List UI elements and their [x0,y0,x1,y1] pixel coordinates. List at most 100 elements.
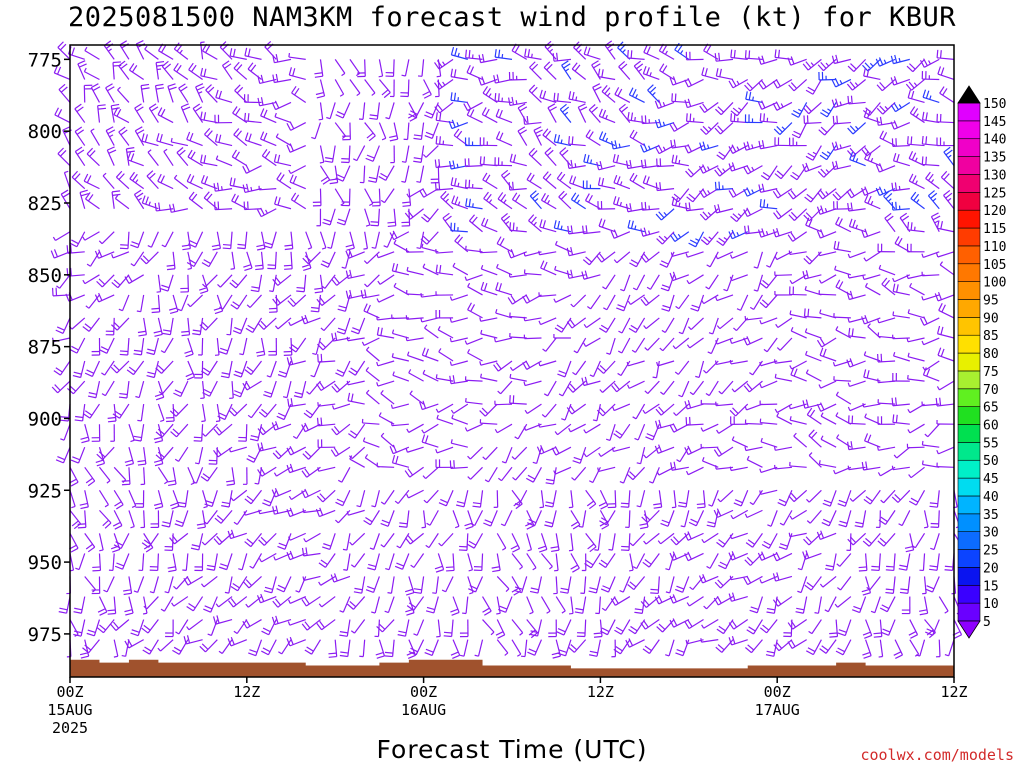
y-tick-label: 950 [28,552,62,574]
wind-barb [263,231,277,249]
wind-barb [788,250,807,256]
wind-barb [156,133,174,147]
wind-barb [653,490,663,509]
colorbar-swatch [957,102,981,122]
wind-barb [640,143,660,153]
chart-title: 2025081500 NAM3KM forecast wind profile … [67,2,957,33]
wind-barb [728,188,749,198]
wind-barb [79,189,89,209]
wind-barb [376,251,395,259]
wind-barb [922,367,940,382]
wind-barb [203,510,218,525]
wind-barb [464,376,483,382]
wind-barb [566,317,587,329]
wind-barb [777,490,793,507]
wind-barb [183,575,203,586]
wind-barb [385,102,395,120]
wind-barb [310,294,322,313]
wind-barb [713,446,734,457]
wind-barb [570,294,587,308]
wind-barb [124,447,135,467]
wind-barb [437,325,454,339]
wind-barb [744,446,763,452]
wind-barb [259,131,277,147]
wind-barb [529,61,542,80]
wind-barb [215,596,233,608]
wind-barb [680,510,690,528]
wind-barb [907,309,925,319]
wind-barb [517,103,528,123]
wind-barb [835,326,852,339]
colorbar-swatch [957,584,981,604]
wind-barb [82,274,100,285]
wind-barb [178,83,189,103]
wind-barb [479,248,498,254]
wind-barb [523,269,542,276]
wind-barb [660,380,675,395]
wind-barb [583,446,601,458]
wind-barb [348,423,366,439]
wind-barb [858,553,868,572]
wind-barb [685,165,704,178]
wind-barb [684,77,704,88]
wind-barb [441,576,454,593]
wind-barb [272,294,292,306]
wind-barb [787,188,808,200]
wind-barb [520,639,528,658]
wind-barb [846,188,866,199]
wind-barb [772,101,793,111]
wind-barb [923,510,929,529]
wind-barb [257,97,277,107]
wind-barb [371,188,381,207]
wind-barb [540,260,557,276]
wind-barb [479,137,498,147]
wind-barb [573,337,587,354]
wind-barb [83,173,100,190]
wind-barb [369,533,380,550]
colorbar: 5101520253035404550556065707580859095100… [957,85,1006,639]
wind-barb [452,510,460,529]
wind-barb [155,446,174,461]
wind-barb [731,380,749,393]
wind-barb [774,290,792,296]
colorbar-swatch [957,138,981,157]
x-tick-label: 12Z [233,683,260,701]
wind-barb [820,412,837,425]
wind-barb [233,61,248,80]
wind-barb [528,147,542,167]
wind-barb [83,67,100,81]
wind-barb [730,208,749,223]
wind-barb [107,596,117,615]
wind-barb [482,446,498,461]
wind-barb [597,201,616,210]
colorbar-min-arrow [957,620,981,639]
wind-barb [406,266,424,276]
wind-barb [570,553,580,573]
colorbar-swatch [957,602,981,622]
wind-barb [438,532,454,547]
wind-barb [154,83,165,103]
wind-barb [272,274,292,286]
wind-barb [396,533,410,549]
wind-barb [141,533,159,548]
wind-barb [496,236,513,253]
wind-barb [921,251,940,258]
wind-barb [186,173,203,190]
wind-barb [612,403,631,412]
wind-barb [435,264,454,276]
wind-barb [922,360,940,371]
wind-barb [224,576,233,594]
wind-barb [759,317,778,325]
wind-barb [670,251,689,257]
wind-barb [169,532,189,545]
wind-barb [314,59,324,78]
wind-barb [267,251,277,270]
wind-barb [788,208,808,221]
wind-barb [201,360,218,376]
wind-barb [306,380,321,395]
wind-barb [184,337,194,358]
colorbar-label: 45 [983,472,999,487]
wind-barb [51,287,71,297]
wind-barb [291,86,307,103]
wind-barb [318,596,336,608]
